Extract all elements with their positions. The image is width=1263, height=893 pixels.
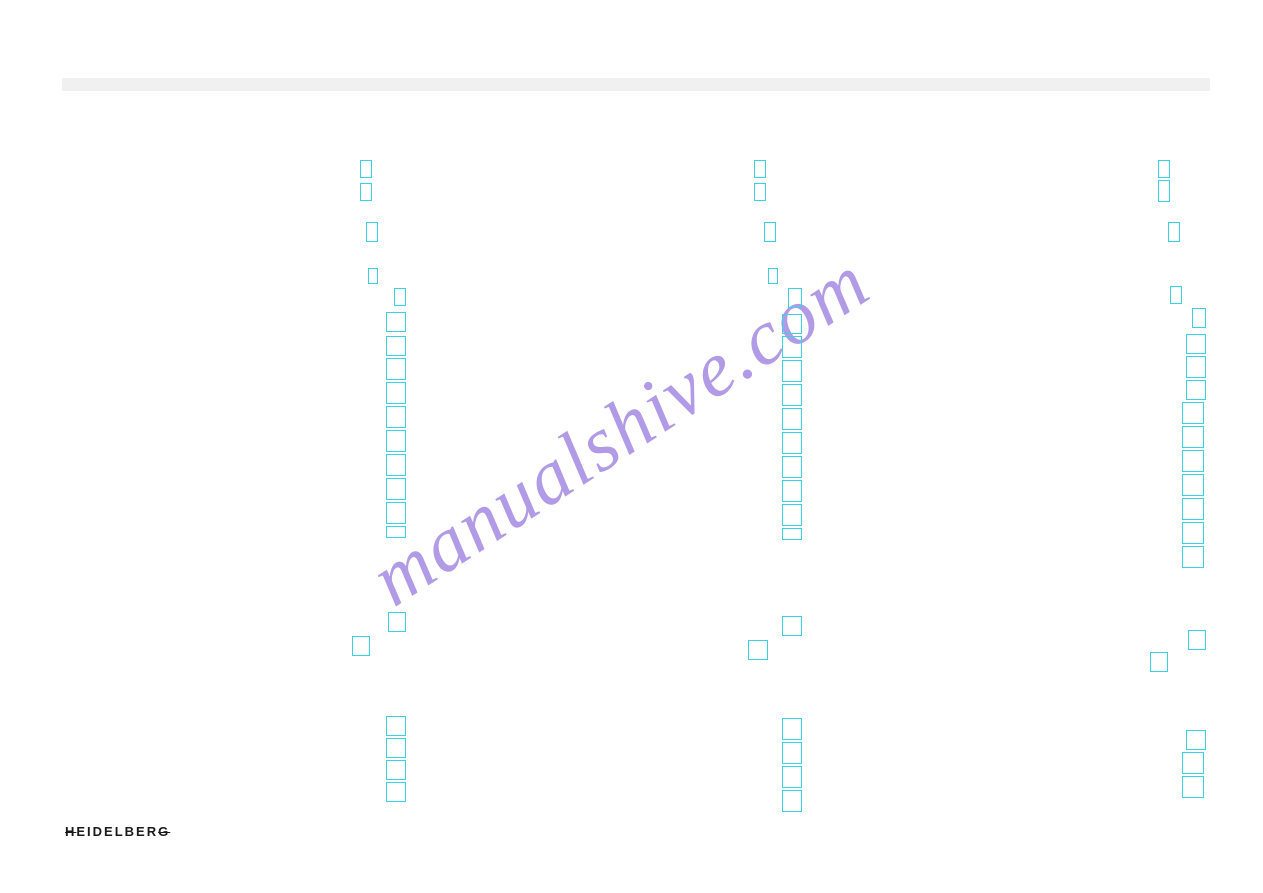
ref-box[interactable] bbox=[788, 288, 802, 308]
ref-box[interactable] bbox=[1182, 752, 1204, 774]
ref-box[interactable] bbox=[388, 612, 406, 632]
ref-box[interactable] bbox=[360, 183, 372, 201]
ref-box[interactable] bbox=[1186, 380, 1206, 400]
ref-box[interactable] bbox=[1150, 652, 1168, 672]
ref-box[interactable] bbox=[366, 222, 378, 242]
header-bar bbox=[62, 78, 1210, 91]
ref-box[interactable] bbox=[782, 504, 802, 526]
ref-box[interactable] bbox=[782, 742, 802, 764]
ref-box[interactable] bbox=[386, 738, 406, 758]
ref-box[interactable] bbox=[782, 616, 802, 636]
ref-box[interactable] bbox=[782, 408, 802, 430]
ref-box[interactable] bbox=[386, 406, 406, 428]
ref-box[interactable] bbox=[782, 528, 802, 540]
ref-box[interactable] bbox=[1188, 630, 1206, 650]
ref-box[interactable] bbox=[1170, 286, 1182, 304]
ref-box[interactable] bbox=[782, 384, 802, 406]
ref-box[interactable] bbox=[368, 268, 378, 284]
ref-box[interactable] bbox=[1182, 522, 1204, 544]
ref-box[interactable] bbox=[782, 432, 802, 454]
ref-box[interactable] bbox=[386, 358, 406, 380]
ref-box[interactable] bbox=[748, 640, 768, 660]
watermark-text: manualshive.com bbox=[355, 236, 885, 624]
ref-box[interactable] bbox=[782, 718, 802, 740]
ref-box[interactable] bbox=[1182, 426, 1204, 448]
ref-box[interactable] bbox=[1158, 160, 1170, 178]
ref-box[interactable] bbox=[386, 336, 406, 356]
ref-box[interactable] bbox=[386, 526, 406, 538]
ref-box[interactable] bbox=[782, 336, 802, 358]
ref-box[interactable] bbox=[386, 454, 406, 476]
footer-brand-inner: EIDELBER bbox=[76, 824, 158, 839]
ref-box[interactable] bbox=[1186, 730, 1206, 750]
ref-box[interactable] bbox=[1182, 474, 1204, 496]
ref-box[interactable] bbox=[1182, 402, 1204, 424]
ref-box[interactable] bbox=[1168, 222, 1180, 242]
ref-box[interactable] bbox=[386, 760, 406, 780]
footer-brand-logo: HEIDELBERG bbox=[65, 824, 170, 839]
ref-box[interactable] bbox=[768, 268, 778, 284]
ref-box[interactable] bbox=[394, 288, 406, 306]
ref-box[interactable] bbox=[1182, 546, 1204, 568]
ref-box[interactable] bbox=[386, 502, 406, 524]
ref-box[interactable] bbox=[782, 480, 802, 502]
ref-box[interactable] bbox=[386, 716, 406, 736]
ref-box[interactable] bbox=[1186, 334, 1206, 354]
ref-box[interactable] bbox=[386, 312, 406, 332]
ref-box[interactable] bbox=[386, 430, 406, 452]
ref-box[interactable] bbox=[1192, 308, 1206, 328]
ref-box[interactable] bbox=[386, 478, 406, 500]
ref-box[interactable] bbox=[386, 382, 406, 404]
ref-box[interactable] bbox=[782, 790, 802, 812]
ref-box[interactable] bbox=[1158, 180, 1170, 202]
ref-box[interactable] bbox=[1182, 450, 1204, 472]
ref-box[interactable] bbox=[754, 160, 766, 178]
ref-box[interactable] bbox=[1182, 776, 1204, 798]
ref-box[interactable] bbox=[764, 222, 776, 242]
ref-box[interactable] bbox=[352, 636, 370, 656]
ref-box[interactable] bbox=[782, 456, 802, 478]
ref-box[interactable] bbox=[1186, 356, 1206, 378]
ref-box[interactable] bbox=[386, 782, 406, 802]
ref-box[interactable] bbox=[360, 160, 372, 178]
ref-box[interactable] bbox=[782, 360, 802, 382]
ref-box[interactable] bbox=[782, 766, 802, 788]
ref-box[interactable] bbox=[782, 314, 802, 334]
ref-box[interactable] bbox=[1182, 498, 1204, 520]
ref-box[interactable] bbox=[754, 183, 766, 201]
